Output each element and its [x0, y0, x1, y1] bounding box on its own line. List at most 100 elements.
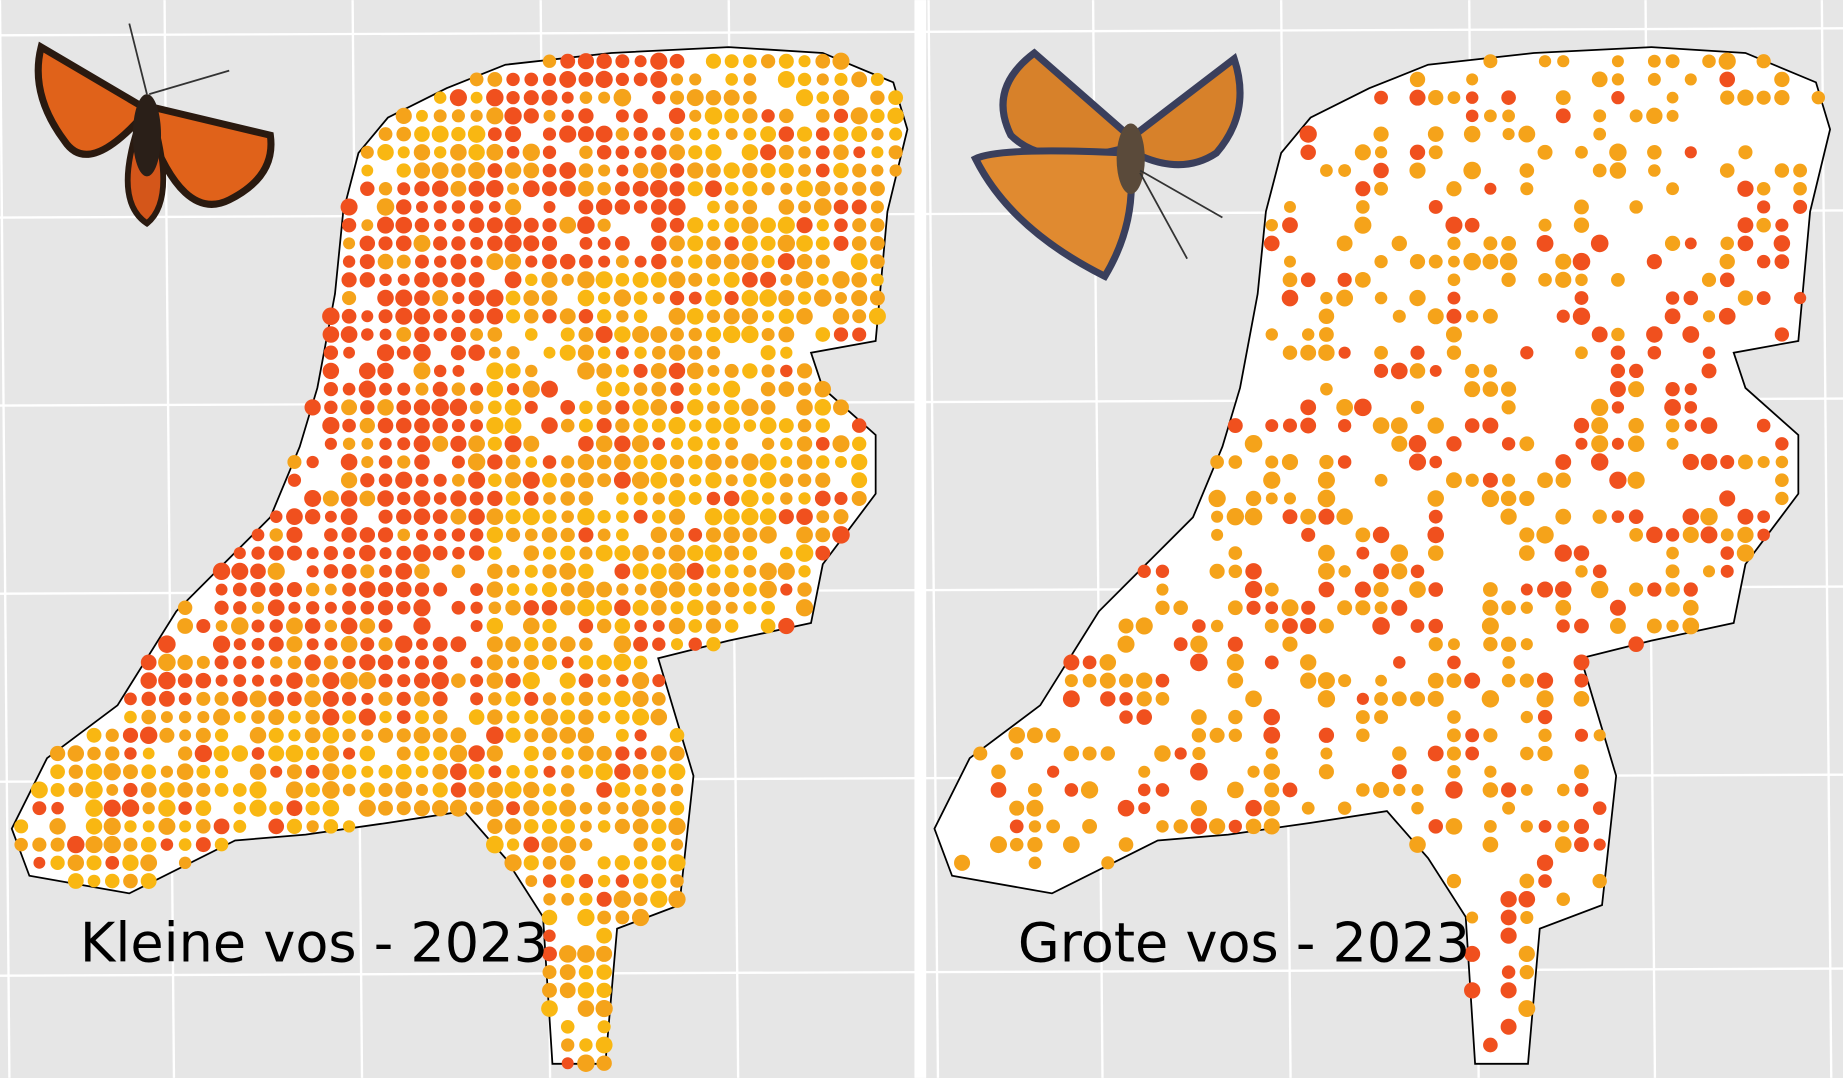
observation-dot [670, 874, 684, 888]
observation-dot [724, 564, 739, 579]
observation-dot [413, 599, 431, 617]
observation-dot [360, 473, 375, 488]
observation-dot [631, 471, 650, 489]
observation-dot [1682, 326, 1700, 343]
observation-dot [505, 727, 521, 743]
observation-dot [1320, 291, 1333, 305]
observation-dot [1410, 619, 1425, 633]
observation-dot [889, 127, 903, 141]
observation-dot [1338, 164, 1352, 177]
observation-dot [615, 109, 629, 123]
observation-dot [670, 638, 684, 651]
observation-dot [578, 436, 594, 452]
observation-dot [651, 418, 666, 433]
observation-dot [85, 836, 103, 854]
observation-dot [468, 144, 485, 161]
observation-dot [268, 727, 284, 743]
observation-dot [124, 820, 137, 833]
observation-dot [542, 746, 557, 761]
observation-dot [525, 583, 538, 596]
observation-dot [780, 437, 793, 451]
observation-dot [796, 526, 813, 544]
observation-dot [725, 601, 738, 614]
observation-dot [1356, 728, 1370, 743]
observation-dot [524, 564, 538, 578]
observation-dot [578, 491, 594, 506]
observation-dot [778, 509, 794, 525]
observation-dot [578, 418, 593, 433]
observation-dot [688, 145, 703, 160]
observation-dot [724, 363, 739, 378]
observation-dot [725, 73, 738, 86]
observation-dot [523, 545, 540, 561]
observation-dot [395, 581, 412, 598]
observation-dot [1701, 363, 1717, 379]
observation-dot [86, 727, 102, 743]
observation-dot [871, 127, 884, 141]
observation-dot [323, 382, 339, 397]
observation-dot [395, 235, 412, 252]
observation-dot [1520, 820, 1533, 833]
observation-dot [1099, 654, 1117, 671]
observation-dot [413, 672, 430, 689]
observation-dot [834, 182, 848, 196]
observation-dot [377, 216, 395, 234]
observation-dot [377, 727, 394, 743]
observation-dot [322, 416, 340, 435]
observation-dot [616, 164, 629, 177]
observation-dot [1318, 727, 1335, 743]
observation-dot [1483, 54, 1498, 69]
observation-dot [67, 835, 85, 854]
observation-dot [396, 508, 412, 525]
observation-dot [322, 708, 340, 726]
observation-dot [123, 837, 138, 852]
observation-dot [741, 289, 759, 307]
observation-dot [743, 473, 757, 488]
observation-dot [614, 690, 631, 708]
observation-dot [1720, 236, 1734, 251]
observation-dot [1119, 692, 1133, 706]
observation-dot [1428, 200, 1443, 214]
observation-dot [578, 527, 594, 543]
observation-dot [361, 765, 374, 778]
observation-dot [1101, 856, 1115, 870]
observation-dot [1557, 820, 1570, 833]
observation-dot [214, 655, 229, 670]
observation-dot [322, 799, 340, 817]
observation-dot [778, 162, 794, 179]
observation-dot [414, 690, 430, 707]
observation-dot [215, 583, 228, 596]
observation-dot [1026, 799, 1044, 817]
observation-dot [1684, 146, 1697, 159]
observation-dot [433, 746, 448, 761]
observation-dot [1482, 599, 1499, 616]
observation-dot [651, 783, 666, 797]
observation-dot [1700, 526, 1718, 544]
observation-dot [1611, 510, 1625, 523]
observation-dot [1557, 783, 1570, 797]
observation-dot [359, 417, 375, 434]
observation-dot [706, 600, 721, 616]
observation-dot [597, 874, 611, 888]
observation-dot [1647, 345, 1662, 360]
observation-dot [741, 144, 759, 161]
observation-dot [469, 528, 484, 542]
observation-dot [1501, 782, 1517, 798]
observation-dot [578, 964, 594, 980]
observation-dot [559, 854, 576, 871]
observation-dot [1265, 455, 1279, 469]
observation-dot [1265, 328, 1278, 341]
observation-dot [1245, 799, 1262, 817]
observation-dot [632, 690, 649, 707]
observation-dot [669, 144, 686, 161]
observation-dot [358, 799, 376, 817]
observation-dot [1445, 818, 1463, 835]
observation-dot [542, 254, 557, 270]
observation-dot [379, 273, 392, 287]
observation-dot [1300, 617, 1317, 635]
observation-dot [1282, 418, 1298, 433]
observation-dot [233, 601, 247, 615]
observation-dot [433, 327, 447, 342]
observation-dot [1227, 600, 1243, 616]
observation-dot [1173, 819, 1188, 834]
